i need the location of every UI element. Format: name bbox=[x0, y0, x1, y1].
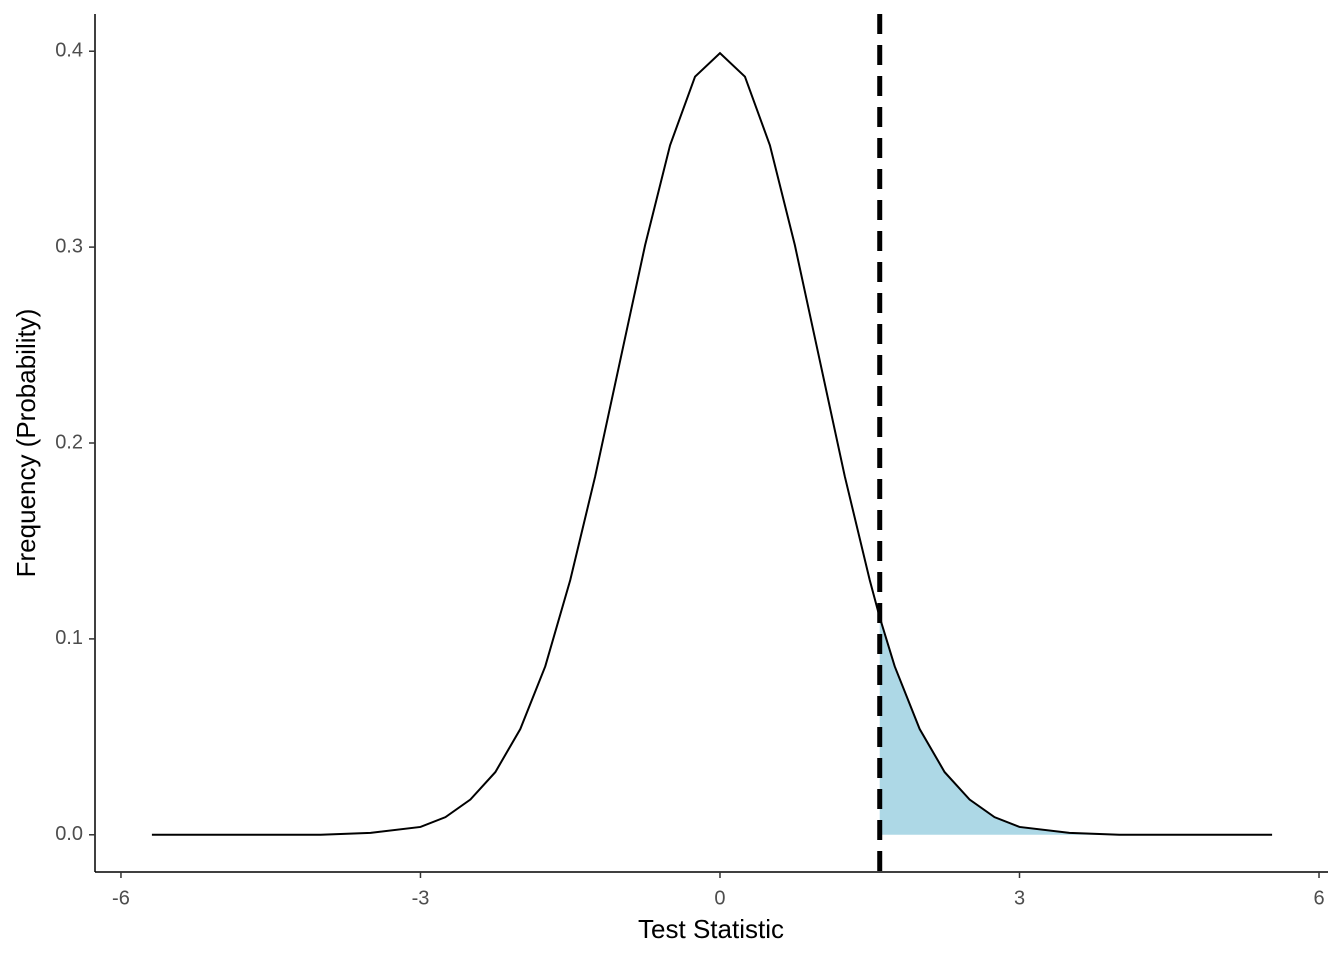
density-curve bbox=[151, 51, 1273, 836]
x-axis-title: Test Statistic bbox=[638, 914, 784, 944]
y-tick-label: 0.1 bbox=[55, 627, 83, 649]
x-tick-label: 6 bbox=[1313, 887, 1324, 909]
y-tick-label: 0.2 bbox=[55, 431, 83, 453]
y-axis-title: Frequency (Probability) bbox=[11, 309, 41, 578]
x-tick-label: -6 bbox=[112, 887, 130, 909]
x-tick-label: 3 bbox=[1014, 887, 1025, 909]
shaded-area bbox=[879, 617, 1273, 835]
x-tick-label: 0 bbox=[714, 887, 725, 909]
y-tick-label: 0.3 bbox=[55, 235, 83, 257]
y-tick-label: 0.0 bbox=[55, 823, 83, 845]
y-tick-label: 0.4 bbox=[55, 40, 83, 62]
x-tick-label: -3 bbox=[412, 887, 430, 909]
